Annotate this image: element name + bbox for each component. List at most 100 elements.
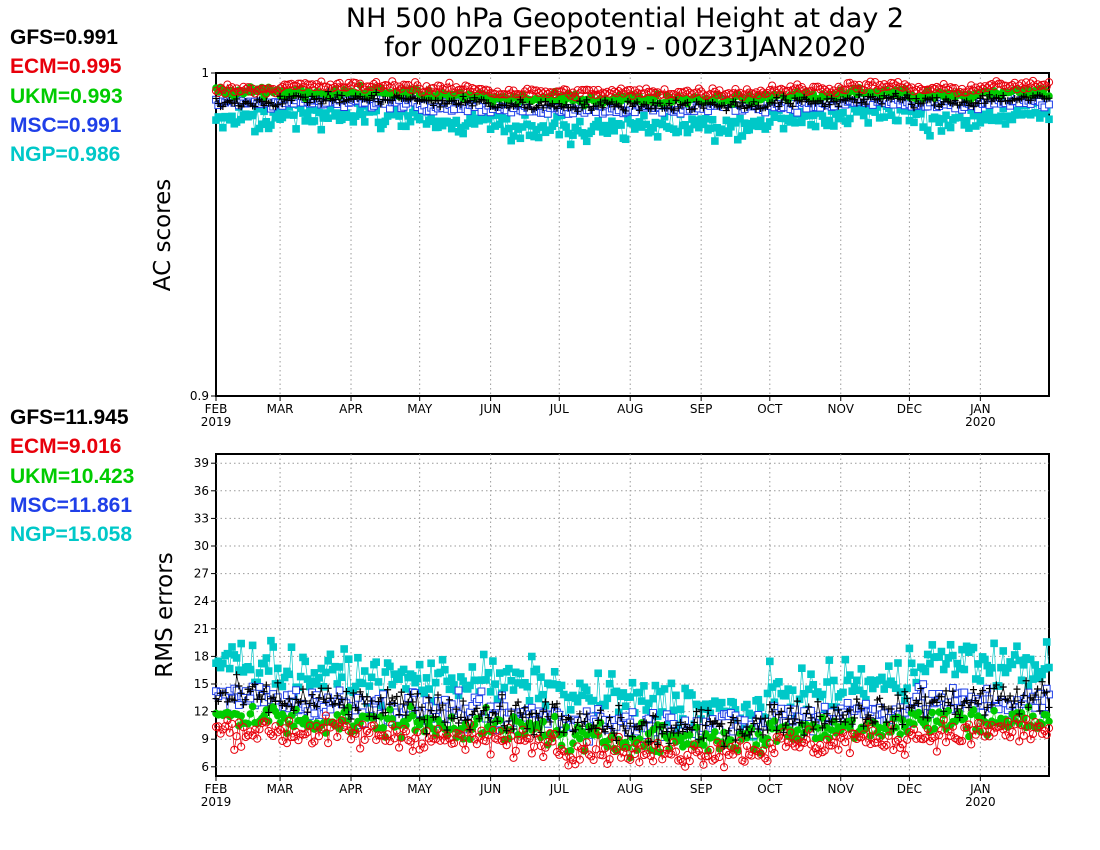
rms-point-ngp [427,659,435,668]
rms-point-gfs [812,718,820,726]
rms-point-gfs [459,697,467,705]
rms-point-ngp [1038,670,1046,679]
ac-point-gfs [468,102,476,110]
rms-point-ngp [500,683,509,692]
rms-point-gfs [553,700,561,708]
rms-point-ecm [784,738,793,747]
rms-point-gfs [288,703,296,711]
ac-series-gfs [212,88,1053,115]
ac-point-gfs [251,102,259,110]
rms-point-ukm [237,712,245,720]
rms-point-gfs [418,703,426,711]
rms-point-ngp [841,655,850,664]
rms-point-ngp [665,718,673,726]
ac-point-ngp [768,107,776,116]
ac-point-gfs [912,95,920,103]
rms-point-ecm [600,744,610,753]
rms-point-ecm [557,745,566,754]
rms-point-msc [862,699,870,708]
rms-point-gfs [942,687,950,695]
rms-point-ecm [1028,729,1038,739]
rms-point-gfs [567,715,575,723]
rms-point-gfs [828,718,836,726]
rms-point-ngp [1029,675,1037,683]
ac-point-gfs [457,101,465,109]
rms-point-ecm [989,728,999,737]
rms-point-msc [335,686,344,695]
rms-point-ngp [990,639,998,648]
rms-point-gfs [857,705,865,713]
ac-point-ngp [505,124,513,133]
rms-point-ecm [539,752,548,762]
rms-point-ecm [646,751,655,761]
rms-point-ukm [246,710,255,718]
rms-point-ecm [1001,731,1010,740]
rms-point-ukm [566,746,575,755]
ac-point-ngp [502,115,511,123]
rms-point-ecm [1008,727,1017,737]
rms-point-ecm [273,728,282,737]
rms-point-msc [628,708,637,717]
ac-point-ecm [710,87,719,97]
rms-point-ngp [614,708,623,717]
ac-point-ngp [699,120,708,129]
ac-point-ngp [674,127,683,136]
rms-point-ecm [232,732,241,741]
ac-point-ngp [351,112,360,120]
rms-point-ngp [411,678,419,687]
rms-point-gfs [871,718,879,726]
ac-point-ngp [811,122,820,131]
rms-point-gfs [789,720,797,728]
rms-point-ngp [907,659,916,668]
rms-point-ngp [525,696,534,705]
ac-point-ngp [349,118,358,126]
ac-series-ecm [211,76,1054,102]
ac-x-tick-label: JUL [549,402,569,416]
rms-point-gfs [848,720,856,728]
ac-point-ngp [720,127,728,135]
rms-point-gfs [807,714,815,722]
ac-point-gfs [855,91,863,99]
rms-point-ecm [507,731,516,741]
rms-point-gfs [615,702,623,710]
rms-point-gfs [963,697,971,705]
rms-point-gfs [368,697,376,705]
ac-legend-msc: MSC=0.991 [10,113,122,137]
rms-point-ngp [374,678,383,686]
rms-point-gfs [947,702,955,710]
rms-point-gfs [921,693,929,701]
rms-point-ecm [500,736,509,745]
ac-point-ngp [997,112,1005,120]
rms-point-gfs [304,708,312,716]
rms-point-ecm [980,732,990,741]
rms-point-ecm [838,728,848,738]
rms-point-ecm [573,742,582,751]
ac-point-gfs [301,93,309,101]
rms-point-ngp [949,651,957,660]
ac-point-ecm [992,77,1001,86]
ac-point-ngp [983,113,992,122]
rms-point-ngp [971,675,980,683]
rms-point-ecm [628,744,637,753]
ac-point-ngp [727,122,735,131]
ac-point-ngp [866,107,875,115]
ac-point-gfs [514,103,522,111]
ac-point-gfs [596,98,604,106]
rms-point-gfs [981,711,989,719]
rms-point-ngp [324,656,332,665]
rms-point-gfs [301,697,309,705]
ac-point-gfs [910,104,918,112]
ac-point-ngp [791,118,799,127]
rms-x-tick-label: JAN [969,782,991,796]
chart-title-line2: for 00Z01FEB2019 - 00Z31JAN2020 [384,32,866,63]
rms-point-ecm [948,722,957,731]
rms-point-ngp [923,650,932,659]
rms-point-ngp [271,680,280,688]
rms-point-ngp [537,673,545,681]
rms-point-gfs [951,710,959,718]
ac-point-ngp [818,112,827,120]
rms-point-gfs [969,686,977,694]
ac-point-ecm [250,89,260,98]
rms-point-ngp [214,657,223,666]
rms-point-ngp [589,696,598,705]
